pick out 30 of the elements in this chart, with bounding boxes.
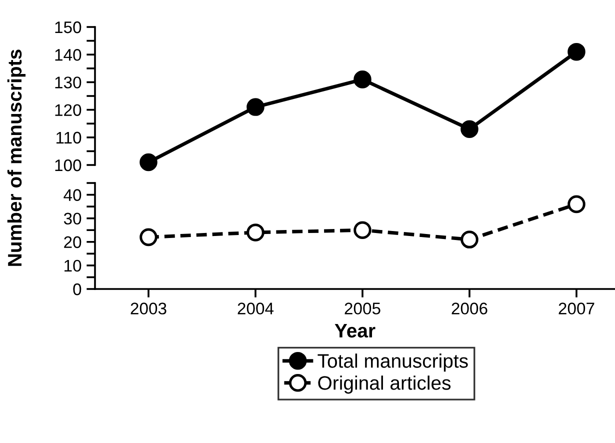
x-tick-label: 2003	[130, 302, 166, 314]
y-tick-label: 10	[64, 260, 82, 272]
y-tick-label: 0	[73, 283, 82, 296]
point	[140, 153, 158, 172]
y-tick-label: 20	[64, 236, 82, 248]
x-tick-label: 2006	[452, 302, 488, 314]
legend-label: Total manuscripts	[318, 354, 468, 372]
y-tick-label: 140	[55, 49, 82, 61]
point	[246, 224, 264, 242]
point	[246, 98, 264, 116]
y-tick-label: 40	[64, 189, 82, 201]
point	[568, 42, 586, 61]
x-tick-label: 2007	[558, 302, 594, 314]
point	[460, 120, 478, 138]
point	[354, 70, 372, 88]
y-tick-label: 120	[55, 104, 82, 116]
y-tick-label: 130	[55, 76, 82, 88]
y-tick-label: 100	[55, 159, 82, 172]
y-tick-label: 30	[64, 212, 82, 225]
legend-label: Original articles	[318, 376, 451, 394]
point	[140, 228, 158, 246]
point	[354, 221, 372, 239]
point	[460, 230, 478, 248]
y-tick-label: 150	[55, 21, 82, 34]
point	[568, 195, 586, 214]
x-tick-label: 2004	[238, 302, 274, 314]
x-tick-label: 2005	[344, 302, 380, 314]
y-tick-label: 110	[56, 132, 82, 144]
y-axis-title: Number of manuscripts	[7, 50, 26, 266]
x-axis-title: Year	[334, 324, 376, 338]
